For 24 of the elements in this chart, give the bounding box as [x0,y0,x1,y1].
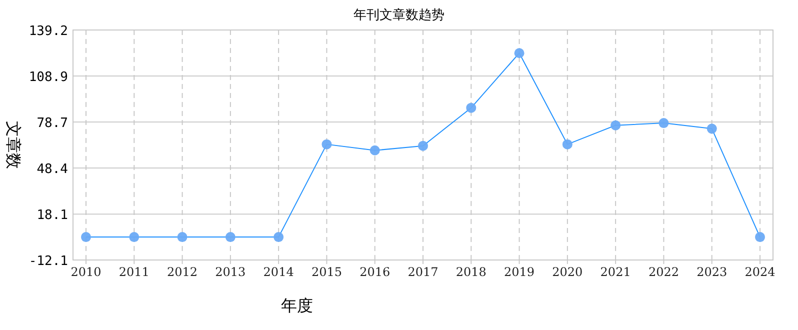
x-tick-label: 2012 [167,265,198,279]
x-tick-label: 2022 [648,265,679,279]
x-tick-label: 2010 [70,265,102,279]
y-tick-label: 48.4 [36,162,68,178]
y-tick-label: 18.1 [36,208,68,224]
y-tick-label: 78.7 [36,116,68,131]
y-axis-title: 文章数 [4,121,23,169]
y-tick-label: 139.2 [28,24,68,39]
x-tick-label: 2013 [215,265,246,279]
x-tick-label: 2019 [504,265,535,279]
chart-title: 年刊文章数趋势 [354,8,444,23]
x-tick-label: 2011 [118,265,150,279]
y-tick-label: 108.9 [28,70,68,86]
x-tick-label: 2020 [552,265,583,279]
x-tick-label: 2017 [408,265,438,279]
x-tick-label: 2023 [696,265,728,279]
x-tick-label: 2015 [311,265,342,279]
x-axis-title: 年度 [281,296,313,315]
x-tick-label: 2016 [360,265,390,279]
x-tick-label: 2014 [263,265,294,279]
x-tick-label: 2018 [456,265,486,279]
x-tick-label: 2024 [744,265,776,279]
y-tick-label: -12.1 [28,254,68,269]
x-tick-label: 2021 [600,265,631,279]
